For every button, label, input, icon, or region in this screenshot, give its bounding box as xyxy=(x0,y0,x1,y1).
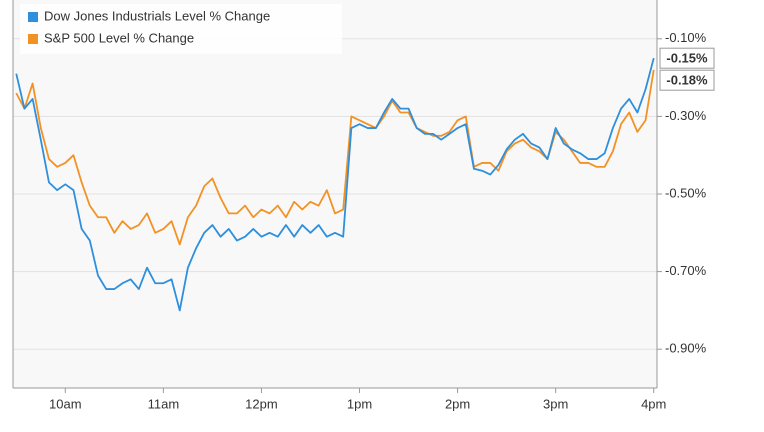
y-tick-label: -0.10% xyxy=(665,30,707,45)
legend-label: S&P 500 Level % Change xyxy=(44,30,194,45)
ticks: -0.10% -0.30% -0.50% -0.70% -0.90% 10am 11am 12… xyxy=(49,30,707,411)
legend-swatch xyxy=(28,34,38,44)
end-labels: -0.15% -0.18% xyxy=(659,47,715,91)
y-tick-label: -0.30% xyxy=(665,108,707,123)
y-tick-label: -0.50% xyxy=(665,185,707,200)
lines xyxy=(15,57,655,312)
series-line xyxy=(15,57,655,312)
x-tick-label: 3pm xyxy=(543,396,568,411)
x-tick-label: 12pm xyxy=(245,396,278,411)
x-tick-label: 11am xyxy=(148,396,180,411)
y-tick-label: -0.90% xyxy=(665,341,707,356)
x-tick-label: 2pm xyxy=(445,396,470,411)
end-label-box xyxy=(659,69,715,91)
end-label: -0.18% xyxy=(666,73,708,88)
x-tick-label: 10am xyxy=(49,396,82,411)
x-tick-label: 1pm xyxy=(347,396,372,411)
y-tick-label: -0.70% xyxy=(665,263,707,278)
x-tick-label: 4pm xyxy=(641,396,666,411)
legend-label: Dow Jones Industrials Level % Change xyxy=(44,8,270,23)
legend-swatch xyxy=(28,12,38,22)
end-label: -0.15% xyxy=(666,51,708,66)
end-label-box xyxy=(659,47,715,69)
legend: Dow Jones Industrials Level % Change S&P … xyxy=(28,8,270,45)
legend-background xyxy=(20,4,342,54)
